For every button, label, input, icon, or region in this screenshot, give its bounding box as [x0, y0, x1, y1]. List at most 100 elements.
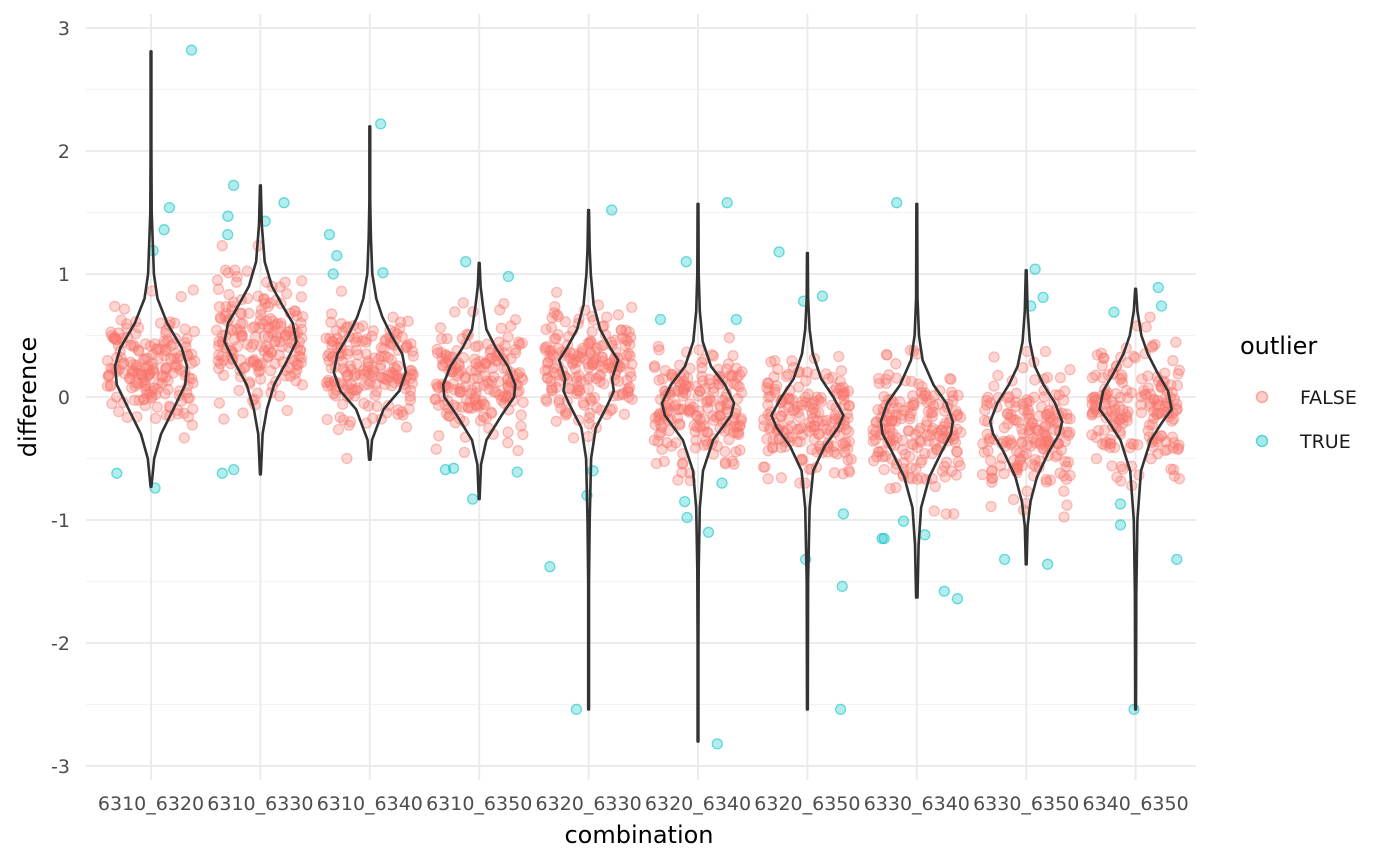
point-false — [870, 416, 882, 429]
point-false — [480, 356, 492, 369]
point-false — [481, 375, 493, 387]
point-false — [248, 321, 261, 333]
point-false — [323, 354, 335, 367]
point-false — [268, 325, 280, 338]
point-false — [735, 414, 747, 427]
point-false — [471, 381, 483, 393]
point-false — [1064, 469, 1076, 482]
point-false — [265, 346, 277, 358]
point-false — [488, 371, 500, 383]
point-false — [904, 450, 916, 463]
point-false — [349, 390, 361, 402]
point-false — [775, 441, 787, 454]
point-false — [723, 332, 735, 344]
point-false — [655, 426, 667, 439]
point-false — [222, 267, 234, 279]
point-false — [786, 394, 798, 406]
point-false — [136, 377, 148, 389]
point-false — [145, 385, 157, 398]
point-false — [546, 384, 558, 397]
point-false — [254, 364, 266, 377]
point-false — [890, 481, 902, 494]
point-false — [550, 415, 562, 427]
point-true — [938, 585, 950, 597]
point-false — [840, 423, 853, 436]
point-false — [785, 420, 797, 432]
point-false — [551, 309, 563, 321]
point-false — [1028, 391, 1040, 403]
point-false — [137, 371, 149, 383]
point-false — [573, 386, 586, 398]
point-false — [364, 376, 376, 388]
point-false — [517, 374, 529, 386]
point-false — [649, 419, 661, 431]
point-false — [435, 346, 447, 359]
point-false — [693, 405, 705, 417]
point-false — [358, 379, 370, 391]
point-false — [734, 369, 746, 381]
point-false — [295, 317, 307, 329]
point-false — [623, 391, 635, 403]
point-false — [559, 316, 572, 328]
point-false — [473, 361, 485, 373]
point-false — [780, 370, 793, 383]
point-false — [345, 378, 357, 390]
point-false — [325, 308, 338, 320]
legend-key-true — [1255, 434, 1269, 448]
point-false — [220, 300, 232, 313]
point-false — [344, 416, 357, 428]
point-false — [842, 454, 854, 466]
point-false — [488, 386, 500, 398]
point-false — [922, 405, 935, 418]
point-false — [762, 473, 774, 485]
point-false — [350, 344, 363, 356]
point-true — [951, 593, 964, 605]
point-false — [459, 372, 471, 385]
point-false — [386, 380, 398, 392]
point-false — [1106, 396, 1118, 408]
point-false — [152, 378, 164, 390]
point-false — [620, 333, 632, 346]
point-false — [915, 386, 928, 399]
point-false — [322, 350, 334, 362]
point-false — [828, 415, 840, 427]
point-false — [368, 366, 380, 378]
point-false — [509, 313, 522, 326]
point-false — [276, 340, 288, 353]
x-tick-label: 6340_6350 — [1082, 793, 1188, 815]
point-false — [564, 352, 576, 365]
point-false — [793, 381, 805, 393]
point-false — [320, 376, 333, 389]
point-false — [800, 396, 813, 408]
point-false — [126, 365, 138, 377]
point-false — [677, 403, 689, 415]
point-false — [150, 388, 162, 401]
point-false — [515, 371, 528, 384]
point-false — [777, 405, 789, 418]
point-false — [1135, 399, 1147, 411]
point-false — [138, 393, 150, 406]
point-false — [1159, 367, 1171, 379]
point-false — [697, 425, 709, 437]
point-false — [678, 383, 690, 396]
point-false — [478, 398, 490, 410]
point-false — [128, 341, 140, 353]
point-false — [735, 412, 748, 425]
point-false — [620, 324, 632, 336]
point-false — [453, 360, 465, 372]
point-false — [1132, 439, 1144, 451]
point-false — [550, 381, 562, 394]
point-false — [136, 368, 149, 381]
point-false — [460, 394, 473, 406]
point-false — [764, 390, 777, 403]
point-false — [570, 356, 583, 368]
point-false — [655, 419, 667, 431]
point-false — [924, 395, 936, 407]
point-false — [212, 355, 224, 367]
point-false — [113, 405, 125, 418]
point-false — [690, 434, 702, 446]
point-false — [147, 364, 159, 377]
point-false — [1021, 438, 1033, 451]
point-true — [375, 118, 387, 130]
point-false — [618, 408, 631, 420]
